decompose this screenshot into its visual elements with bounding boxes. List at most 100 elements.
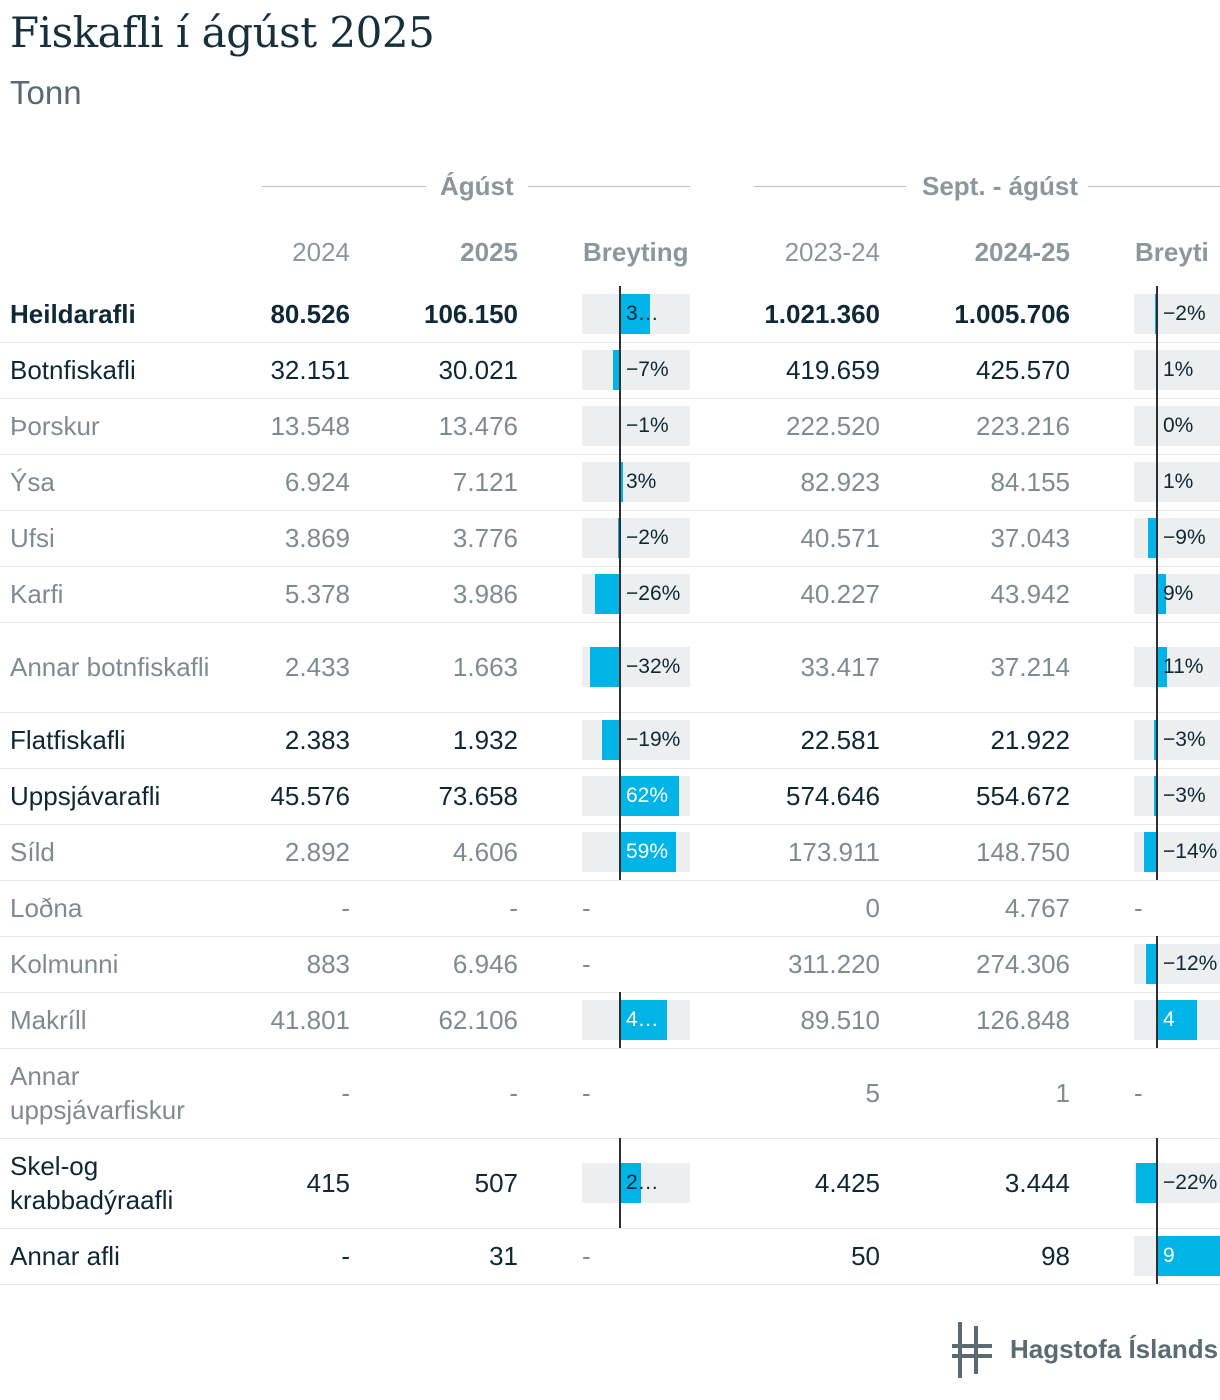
change-period-bar [1154, 720, 1157, 760]
change-period-bar [1143, 832, 1157, 872]
change-period-label: −3% [1163, 728, 1206, 751]
row-label: Ufsi [10, 523, 55, 553]
group-label-month: Ágúst [440, 171, 514, 201]
change-period-track [1134, 647, 1220, 687]
value-2023-24: 82.923 [800, 466, 880, 497]
source-logo: Hagstofa Íslands [952, 1322, 1218, 1378]
value-2024-25: 1.005.706 [954, 298, 1070, 329]
value-2023-24: 22.581 [800, 724, 880, 755]
change-month-label: 62% [626, 784, 669, 807]
value-2023-24: 4.425 [814, 1167, 880, 1198]
change-period: −12% [1134, 936, 1220, 992]
value-2024-25: 21.922 [990, 724, 1070, 755]
change-period-label: 0% [1163, 414, 1194, 437]
value-2024-25: 37.043 [990, 522, 1070, 553]
change-period-axis [1156, 824, 1158, 880]
change-period-label: 11% [1163, 655, 1204, 678]
value-2024: 32.151 [270, 354, 350, 385]
value-2025: 6.946 [452, 948, 518, 979]
change-month-axis [619, 454, 621, 510]
value-2025: 31 [489, 1240, 518, 1271]
change-month-label: 3… [626, 302, 659, 325]
change-period-track [1134, 406, 1220, 446]
change-month-bar [620, 462, 623, 502]
change-period-track [1134, 776, 1220, 816]
row-label: Annar uppsjávarfiskur [10, 1061, 185, 1125]
table-row: Botnfiskafli 32.151 30.021 419.659 425.570 −7… [0, 342, 1220, 399]
change-period-axis [1156, 712, 1158, 768]
value-2024-25: 3.444 [1004, 1167, 1070, 1198]
change-month-axis [619, 566, 621, 622]
change-month-label: 59% [626, 840, 669, 863]
value-2023-24: 89.510 [800, 1004, 880, 1035]
change-month: 2… [582, 1138, 690, 1228]
change-month-bar [589, 647, 620, 687]
value-2023-24: 574.646 [786, 780, 880, 811]
change-period-axis [1156, 566, 1158, 622]
change-period: 4 [1134, 992, 1220, 1048]
change-month-label: −2% [626, 526, 669, 549]
value-2024-25: 425.570 [976, 354, 1070, 385]
col-header-2025: 2025 [460, 237, 518, 267]
value-2024: 6.924 [284, 466, 350, 497]
change-month-label: −19% [626, 728, 681, 751]
change-month-label: 2… [626, 1171, 659, 1194]
value-2025: - [509, 892, 518, 923]
value-2025: 3.986 [452, 578, 518, 609]
change-period: 9% [1134, 566, 1220, 622]
change-period: 11% [1134, 622, 1220, 712]
table-row: Annar uppsjávarfiskur - - 5 1 - - [0, 1048, 1220, 1139]
change-period: −2% [1134, 286, 1220, 342]
change-period: 1% [1134, 342, 1220, 398]
change-period-label: −3% [1163, 784, 1206, 807]
change-period-label: 4 [1163, 1008, 1175, 1031]
change-period-track [1134, 518, 1220, 558]
change-period: −22% [1134, 1138, 1220, 1228]
value-2024-25: 1 [1055, 1077, 1070, 1108]
change-period-label: 9% [1163, 582, 1194, 605]
change-period-bar [1157, 1000, 1197, 1040]
table-row: Skel-og krabbadýraafli 415 507 4.425 3.444 2…… [0, 1138, 1220, 1229]
change-period: 0% [1134, 398, 1220, 454]
change-month-empty: - [582, 1077, 591, 1108]
change-month-label: −32% [626, 655, 681, 678]
value-2025: 106.150 [424, 298, 518, 329]
change-month-bar [620, 1163, 641, 1203]
change-period-track [1134, 350, 1220, 390]
change-period: 9 [1134, 1228, 1220, 1284]
group-header-period: Sept. - ágúst [754, 171, 1220, 201]
change-period-label: −2% [1163, 302, 1206, 325]
change-period: −9% [1134, 510, 1220, 566]
change-month-axis [619, 398, 621, 454]
row-label: Síld [10, 837, 55, 867]
value-2024-25: 148.750 [976, 836, 1070, 867]
row-label: Botnfiskafli [10, 355, 136, 385]
change-month-track [582, 350, 690, 390]
table-row: Síld 2.892 4.606 173.911 148.750 59% −14% [0, 824, 1220, 881]
change-month: −19% [582, 712, 690, 768]
value-2024: 415 [306, 1167, 350, 1198]
value-2024-25: 84.155 [990, 466, 1070, 497]
row-label: Heildarafli [10, 299, 136, 329]
change-period-label: −9% [1163, 526, 1206, 549]
change-period-bar [1136, 1163, 1157, 1203]
change-month-track [582, 406, 690, 446]
change-month-axis [619, 992, 621, 1048]
col-header-change-month: Breyting [583, 237, 689, 267]
change-period-empty: - [1134, 892, 1143, 923]
value-2025: 3.776 [452, 522, 518, 553]
change-month-empty: - [582, 948, 591, 979]
row-label: Loðna [10, 893, 83, 923]
col-header-2023-24: 2023-24 [784, 237, 880, 267]
change-month: 3… [582, 286, 690, 342]
table-row: Karfi 5.378 3.986 40.227 43.942 −26% 9% [0, 566, 1220, 623]
value-2025: 62.106 [438, 1004, 518, 1035]
change-month: −7% [582, 342, 690, 398]
col-header-change-period: Breyti [1135, 237, 1209, 267]
change-period-track [1134, 462, 1220, 502]
value-2023-24: 40.571 [800, 522, 880, 553]
table-row: Annar botnfiskafli 2.433 1.663 33.417 37.214… [0, 622, 1220, 713]
value-2025: - [509, 1077, 518, 1108]
change-month: 62% [582, 768, 690, 824]
change-month-axis [619, 342, 621, 398]
